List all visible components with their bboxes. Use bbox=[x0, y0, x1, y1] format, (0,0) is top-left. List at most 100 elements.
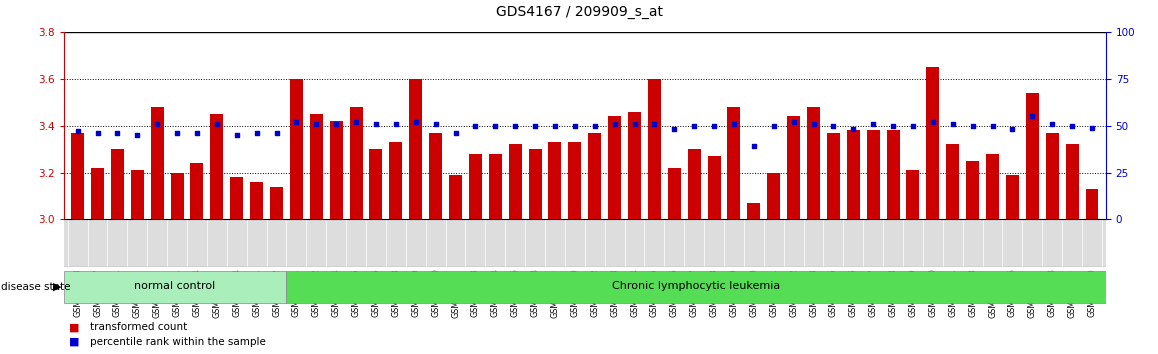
Point bbox=[467, 123, 485, 129]
Bar bbox=[987, 154, 999, 219]
Point bbox=[526, 123, 544, 129]
Text: GDS4167 / 209909_s_at: GDS4167 / 209909_s_at bbox=[496, 5, 662, 19]
Bar bbox=[71, 133, 85, 219]
Bar bbox=[270, 187, 283, 219]
Point bbox=[745, 143, 763, 149]
Point bbox=[108, 130, 126, 136]
Point bbox=[1083, 125, 1101, 130]
Point bbox=[805, 121, 823, 127]
Bar bbox=[211, 114, 223, 219]
Bar bbox=[907, 170, 919, 219]
Point bbox=[248, 130, 266, 136]
Point bbox=[684, 123, 703, 129]
Bar bbox=[708, 156, 720, 219]
Text: ■: ■ bbox=[69, 322, 80, 332]
Point bbox=[983, 123, 1002, 129]
Bar bbox=[787, 116, 800, 219]
Point bbox=[387, 121, 405, 127]
Point bbox=[346, 119, 365, 125]
Bar bbox=[827, 133, 840, 219]
Point bbox=[545, 123, 564, 129]
Bar bbox=[1065, 144, 1078, 219]
Point bbox=[824, 123, 843, 129]
FancyBboxPatch shape bbox=[286, 271, 1106, 303]
Text: ■: ■ bbox=[69, 337, 80, 347]
FancyBboxPatch shape bbox=[64, 271, 286, 303]
Point bbox=[307, 121, 325, 127]
Point bbox=[903, 123, 922, 129]
Point bbox=[227, 132, 245, 138]
Point bbox=[764, 123, 783, 129]
Bar bbox=[389, 142, 402, 219]
Point bbox=[963, 123, 982, 129]
Text: Chronic lymphocytic leukemia: Chronic lymphocytic leukemia bbox=[613, 281, 780, 291]
Bar bbox=[887, 130, 900, 219]
Point bbox=[406, 119, 425, 125]
Bar bbox=[807, 107, 820, 219]
Bar bbox=[91, 168, 104, 219]
Bar bbox=[528, 149, 542, 219]
Point bbox=[606, 121, 624, 127]
Bar bbox=[926, 67, 939, 219]
Point bbox=[446, 130, 464, 136]
Bar bbox=[170, 172, 183, 219]
Bar bbox=[588, 133, 601, 219]
Bar bbox=[747, 203, 761, 219]
Bar bbox=[688, 149, 701, 219]
Bar bbox=[946, 144, 959, 219]
Point bbox=[68, 129, 87, 134]
Bar bbox=[469, 154, 482, 219]
Bar bbox=[866, 130, 880, 219]
Point bbox=[625, 121, 644, 127]
Point bbox=[884, 123, 902, 129]
Point bbox=[148, 121, 167, 127]
Point bbox=[864, 121, 882, 127]
Bar bbox=[489, 154, 501, 219]
Point bbox=[367, 121, 386, 127]
Bar bbox=[608, 116, 621, 219]
Text: disease state: disease state bbox=[1, 282, 71, 292]
Point bbox=[844, 127, 863, 132]
Bar bbox=[151, 107, 163, 219]
Point bbox=[287, 119, 306, 125]
Point bbox=[88, 130, 107, 136]
Bar bbox=[668, 168, 681, 219]
Point bbox=[565, 123, 584, 129]
Text: ▶: ▶ bbox=[53, 282, 61, 292]
Text: normal control: normal control bbox=[134, 281, 215, 291]
Bar bbox=[846, 130, 859, 219]
Point bbox=[944, 121, 962, 127]
Point bbox=[486, 123, 505, 129]
Bar bbox=[330, 121, 343, 219]
Bar bbox=[768, 172, 780, 219]
Bar bbox=[250, 182, 263, 219]
Point bbox=[168, 130, 186, 136]
Bar bbox=[131, 170, 144, 219]
Bar bbox=[430, 133, 442, 219]
Bar bbox=[310, 114, 323, 219]
Bar bbox=[727, 107, 740, 219]
Point bbox=[1043, 121, 1062, 127]
Text: transformed count: transformed count bbox=[90, 322, 188, 332]
Bar bbox=[966, 161, 980, 219]
Bar bbox=[1026, 93, 1039, 219]
Bar bbox=[1046, 133, 1058, 219]
Bar bbox=[111, 149, 124, 219]
Point bbox=[665, 127, 683, 132]
Bar bbox=[409, 79, 423, 219]
Point bbox=[267, 130, 286, 136]
Bar bbox=[190, 163, 204, 219]
Text: percentile rank within the sample: percentile rank within the sample bbox=[90, 337, 266, 347]
Bar bbox=[230, 177, 243, 219]
Point bbox=[784, 119, 802, 125]
Point bbox=[924, 119, 943, 125]
Point bbox=[426, 121, 445, 127]
Bar bbox=[1085, 189, 1099, 219]
Point bbox=[645, 121, 664, 127]
Bar bbox=[369, 149, 382, 219]
Point bbox=[129, 132, 147, 138]
Point bbox=[1003, 127, 1021, 132]
Point bbox=[327, 121, 345, 127]
Bar bbox=[569, 142, 581, 219]
Point bbox=[207, 121, 226, 127]
